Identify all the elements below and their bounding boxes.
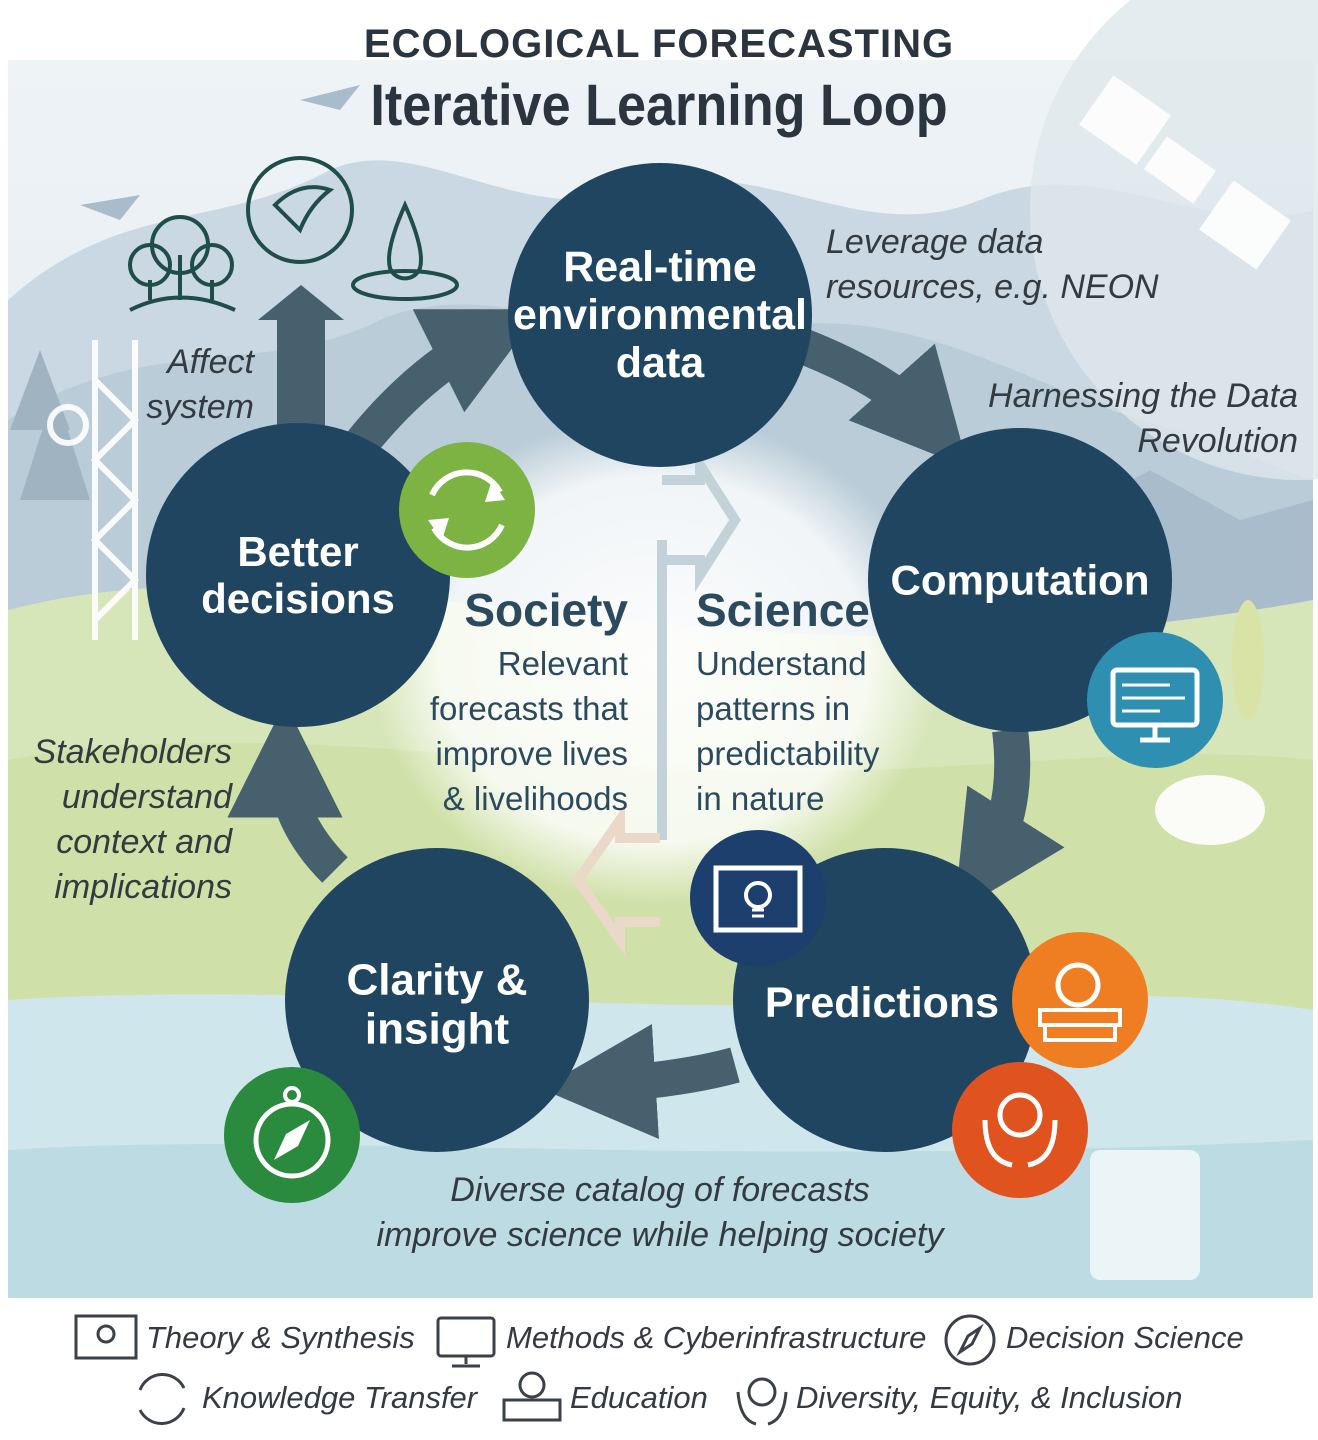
annotation-harnessing-line-1: Harnessing the Data bbox=[988, 377, 1298, 415]
annotation-leverage-line-1: Leverage data bbox=[826, 223, 1044, 261]
annotation-leverage-line-2: resources, e.g. NEON bbox=[826, 267, 1159, 306]
center-return-arrow bbox=[571, 804, 660, 956]
arrow-clarity-to-decisions bbox=[227, 702, 348, 883]
compass-icon bbox=[224, 1067, 360, 1203]
annotation-stakeholders-line-4: implications bbox=[54, 867, 232, 906]
science-body-line-4: in nature bbox=[696, 779, 825, 817]
legend-knowledge-label: Knowledge Transfer bbox=[202, 1380, 478, 1415]
arrow-predictions-to-clarity bbox=[540, 1023, 740, 1139]
annotation-stakeholders-line-1: Stakeholders bbox=[33, 733, 232, 771]
annotation-leverage: Leverage data resources, e.g. NEON bbox=[826, 220, 1159, 310]
annotation-stakeholders-line-3: context and bbox=[56, 822, 232, 861]
blueprint-bulb-icon bbox=[690, 830, 826, 966]
society-body-line-3: improve lives bbox=[435, 734, 628, 772]
node-decisions bbox=[146, 423, 450, 727]
society-body-line-4: & livelihoods bbox=[442, 779, 628, 817]
arrow-data-to-computation bbox=[793, 328, 969, 469]
node-clarity bbox=[285, 848, 589, 1152]
annotation-stakeholders: Stakeholders understand context and impl… bbox=[18, 730, 232, 910]
legend-education-icon bbox=[502, 1371, 562, 1422]
node-realtime-line-2: environmental bbox=[513, 290, 807, 339]
society-heading: Society bbox=[464, 584, 628, 636]
annotation-stakeholders-line-2: understand bbox=[61, 777, 232, 816]
node-computation bbox=[868, 428, 1172, 732]
legend-decision-label: Decision Science bbox=[1006, 1320, 1244, 1355]
legend-theory-label: Theory & Synthesis bbox=[146, 1320, 415, 1355]
trees-icon bbox=[128, 215, 236, 312]
society-body: Relevant forecasts that improve lives & … bbox=[380, 642, 628, 822]
ecosystem-icons bbox=[128, 156, 459, 312]
monitor-circuit-icon bbox=[1087, 632, 1223, 768]
annotation-catalog-line-2: improve science while helping society bbox=[376, 1215, 944, 1254]
node-realtime-label: Real-time environmental data bbox=[513, 243, 807, 387]
annotation-harnessing-line-2: Revolution bbox=[1137, 421, 1298, 460]
legend-education-label: Education bbox=[570, 1380, 708, 1415]
annotation-affect-line-1: Affect bbox=[167, 343, 254, 381]
society-body-line-2: forecasts that bbox=[429, 689, 628, 727]
loop-nodes bbox=[146, 163, 1172, 1152]
legend-dei-icon bbox=[736, 1377, 788, 1426]
node-clarity-label: Clarity & insight bbox=[347, 956, 528, 1055]
legend-methods-icon bbox=[436, 1316, 496, 1368]
science-body-line-3: predictability bbox=[696, 734, 880, 772]
apple-books-icon bbox=[1012, 932, 1148, 1068]
bird-cycle-icon bbox=[246, 156, 354, 264]
node-computation-line-1: Computation bbox=[890, 556, 1150, 604]
node-clarity-line-2: insight bbox=[364, 1005, 510, 1054]
loop-arrows bbox=[227, 309, 1065, 1139]
node-clarity-line-1: Clarity & bbox=[346, 955, 528, 1005]
society-body-line-1: Relevant bbox=[497, 645, 628, 682]
affect-system-arrow bbox=[258, 285, 344, 435]
arrow-computation-to-predictions bbox=[954, 727, 1065, 914]
node-decisions-label: Better decisions bbox=[201, 528, 395, 622]
hands-globe-icon bbox=[952, 1062, 1088, 1198]
node-realtime-data bbox=[508, 163, 812, 467]
node-computation-label: Computation bbox=[891, 556, 1150, 603]
node-realtime-line-1: Real-time bbox=[563, 242, 757, 291]
science-body-line-1: Understand bbox=[696, 645, 867, 682]
annotation-catalog: Diverse catalog of forecasts improve sci… bbox=[300, 1168, 1020, 1258]
node-realtime-line-3: data bbox=[615, 339, 705, 388]
science-body-line-2: patterns in bbox=[696, 689, 851, 727]
legend-dei-label: Diversity, Equity, & Inclusion bbox=[796, 1380, 1183, 1415]
annotation-catalog-line-1: Diverse catalog of forecasts bbox=[450, 1171, 870, 1209]
diagram-title: Iterative Learning Loop bbox=[370, 73, 948, 138]
water-drop-icon bbox=[351, 200, 459, 301]
legend-methods-label: Methods & Cyberinfrastructure bbox=[506, 1320, 927, 1355]
annotation-harnessing: Harnessing the Data Revolution bbox=[988, 374, 1298, 464]
legend-icons bbox=[74, 1314, 996, 1426]
node-decisions-line-2: decisions bbox=[201, 575, 395, 622]
legend-knowledge-icon bbox=[138, 1373, 186, 1425]
arrow-decisions-to-data bbox=[345, 309, 542, 457]
science-body: Understand patterns in predictability in… bbox=[696, 642, 879, 822]
legend-theory-icon bbox=[74, 1314, 138, 1360]
center-divider bbox=[657, 447, 741, 840]
legend-compass-icon bbox=[944, 1314, 996, 1366]
science-heading: Science bbox=[696, 584, 870, 636]
cycle-arrows-icon bbox=[399, 442, 535, 578]
node-decisions-line-1: Better bbox=[237, 527, 359, 575]
annotation-affect: Affect system bbox=[138, 340, 254, 430]
node-predictions-label: Predictions bbox=[765, 979, 999, 1027]
diagram-supertitle: ECOLOGICAL FORECASTING bbox=[363, 22, 955, 66]
node-predictions-line-1: Predictions bbox=[764, 978, 1000, 1027]
annotation-affect-line-2: system bbox=[146, 387, 254, 426]
